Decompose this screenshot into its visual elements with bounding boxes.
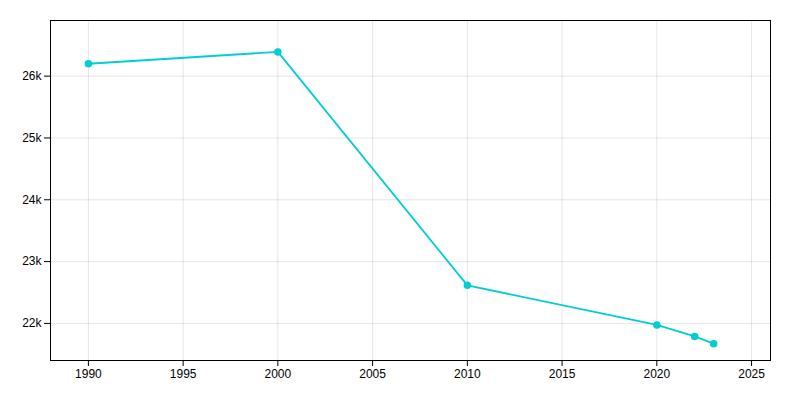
svg-text:1995: 1995 — [170, 367, 197, 381]
svg-text:2025: 2025 — [738, 367, 765, 381]
svg-text:2020: 2020 — [643, 367, 670, 381]
svg-text:2015: 2015 — [549, 367, 576, 381]
svg-text:2000: 2000 — [265, 367, 292, 381]
svg-text:24k: 24k — [22, 193, 42, 207]
svg-text:26k: 26k — [22, 69, 42, 83]
svg-text:22k: 22k — [22, 316, 42, 330]
svg-text:1990: 1990 — [75, 367, 102, 381]
svg-text:2005: 2005 — [359, 367, 386, 381]
svg-text:23k: 23k — [22, 254, 42, 268]
svg-text:2010: 2010 — [454, 367, 481, 381]
svg-text:25k: 25k — [22, 131, 42, 145]
